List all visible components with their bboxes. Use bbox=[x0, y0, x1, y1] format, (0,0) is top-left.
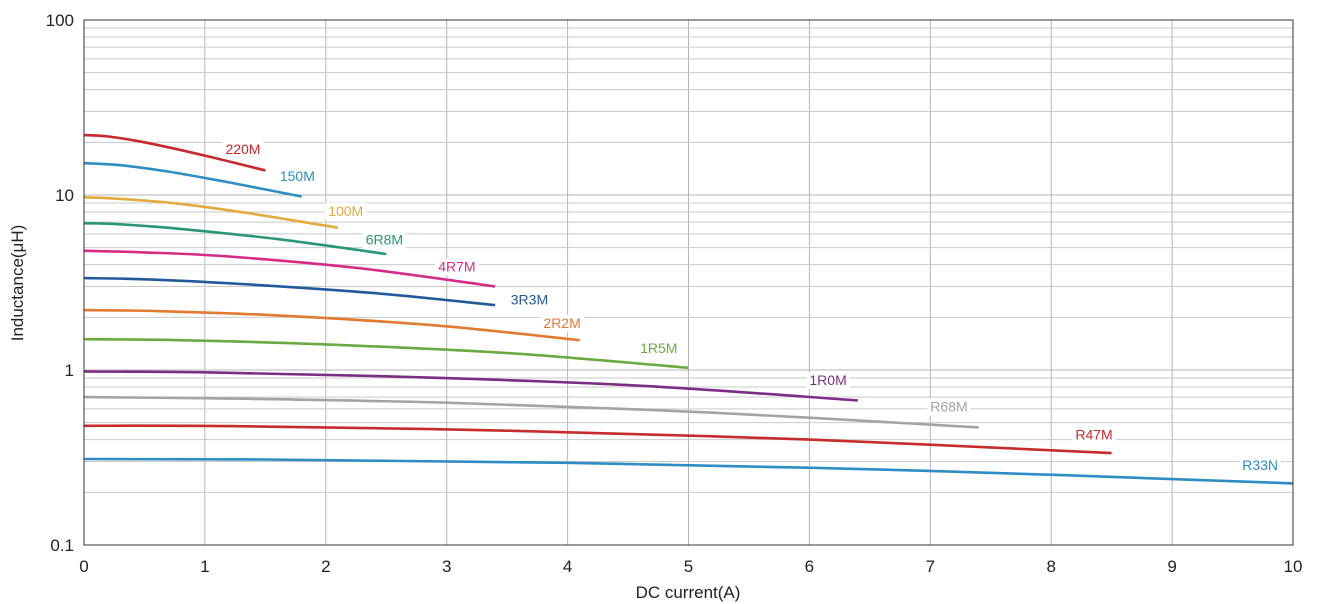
series-line-100m bbox=[83, 196, 339, 229]
series-line-6r8m bbox=[83, 221, 387, 256]
series-label-bg bbox=[806, 372, 850, 390]
x-tick-label: 3 bbox=[442, 557, 451, 576]
y-axis-title: Inductance(μH) bbox=[8, 225, 27, 342]
x-tick-label: 7 bbox=[926, 557, 935, 576]
series-label-text: 6R8M bbox=[366, 232, 403, 248]
y-tick-label: 1 bbox=[65, 361, 74, 380]
series-line-150m bbox=[83, 161, 302, 198]
series-label-text: R68M bbox=[930, 398, 967, 414]
series-label-4r7m: 4R7M bbox=[435, 258, 479, 276]
series-label-6r8m: 6R8M bbox=[362, 231, 407, 249]
series-label-3r3m: 3R3M bbox=[507, 291, 552, 309]
series-label-bg bbox=[222, 140, 264, 158]
series-label-text: 4R7M bbox=[438, 259, 475, 275]
series-label-bg bbox=[637, 340, 681, 358]
x-tick-label: 1 bbox=[200, 557, 209, 576]
series-label-bg bbox=[435, 258, 479, 276]
series-label-r33n: R33N bbox=[1239, 457, 1282, 475]
series-label-bg bbox=[927, 398, 971, 416]
series-label-text: R33N bbox=[1242, 457, 1278, 473]
x-tick-label: 4 bbox=[563, 557, 572, 576]
series-label-text: 1R0M bbox=[809, 372, 846, 388]
series-label-text: 1R5M bbox=[640, 340, 677, 356]
series-label-150m: 150M bbox=[276, 168, 318, 186]
series-label-r68m: R68M bbox=[927, 398, 971, 416]
series-label-100m: 100M bbox=[325, 202, 367, 220]
series-line-4r7m bbox=[83, 249, 496, 288]
series-line-r68m bbox=[83, 395, 979, 429]
series-label-2r2m: 2R2M bbox=[540, 314, 584, 332]
series-label-text: 150M bbox=[280, 168, 315, 184]
x-tick-label: 6 bbox=[805, 557, 814, 576]
series-label-bg bbox=[325, 202, 367, 220]
series-label-text: 3R3M bbox=[511, 291, 548, 307]
x-tick-label: 10 bbox=[1284, 557, 1303, 576]
series-line-1r5m bbox=[83, 337, 689, 370]
series-label-1r0m: 1R0M bbox=[806, 372, 850, 390]
axis-ticks: 0 1 2 3 4 5 6 7 8 9 10 0.1 1 10 100 bbox=[46, 11, 1303, 576]
series-line-2r2m bbox=[83, 308, 580, 342]
series-line-220m bbox=[83, 133, 266, 172]
series-label-bg bbox=[362, 231, 407, 249]
series-line-3r3m bbox=[83, 276, 496, 307]
series-label-bg bbox=[507, 291, 552, 309]
series-label-bg bbox=[540, 314, 584, 332]
x-tick-label: 2 bbox=[321, 557, 330, 576]
series-group bbox=[83, 133, 1294, 485]
series-label-bg bbox=[1072, 426, 1116, 444]
series-label-text: 220M bbox=[225, 141, 260, 157]
series-label-bg bbox=[1239, 457, 1282, 475]
y-tick-label: 100 bbox=[46, 11, 74, 30]
grid bbox=[84, 20, 1293, 545]
series-line-r47m bbox=[83, 424, 1112, 455]
series-label-text: 2R2M bbox=[543, 315, 580, 331]
x-tick-label: 8 bbox=[1046, 557, 1055, 576]
series-line-r33n bbox=[83, 457, 1294, 485]
series-label-text: R47M bbox=[1075, 427, 1112, 443]
x-axis-title: DC current(A) bbox=[636, 583, 741, 602]
y-tick-label: 0.1 bbox=[50, 536, 74, 555]
series-label-bg bbox=[276, 168, 318, 186]
x-tick-label: 5 bbox=[684, 557, 693, 576]
y-tick-label: 10 bbox=[55, 186, 74, 205]
x-tick-label: 9 bbox=[1167, 557, 1176, 576]
series-label-220m: 220M bbox=[222, 140, 264, 158]
series-label-1r5m: 1R5M bbox=[637, 340, 681, 358]
series-label-text: 100M bbox=[328, 203, 363, 219]
x-tick-label: 0 bbox=[79, 557, 88, 576]
plot-frame bbox=[83, 19, 1294, 546]
series-line-1r0m bbox=[83, 370, 858, 402]
series-label-r47m: R47M bbox=[1072, 426, 1116, 444]
